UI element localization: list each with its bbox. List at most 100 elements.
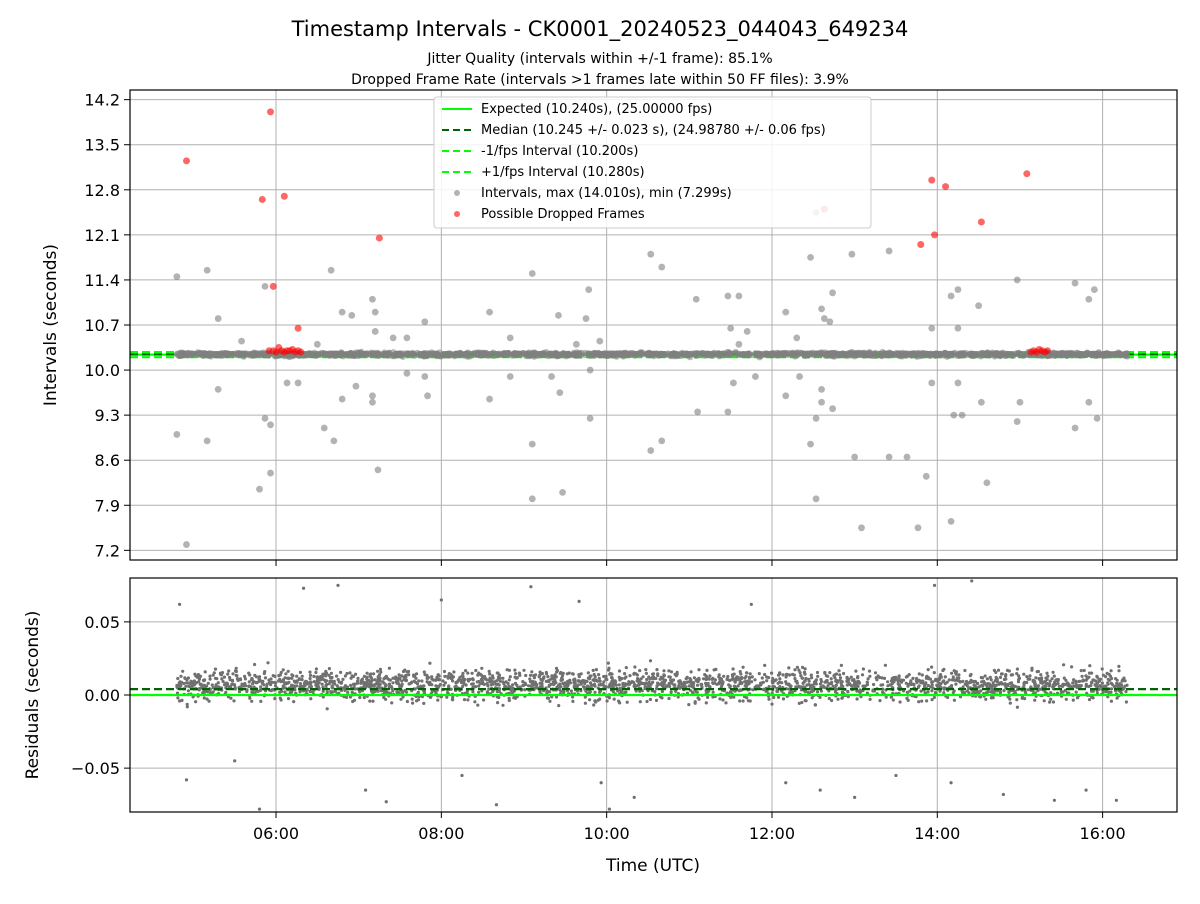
residual-point: [1123, 679, 1127, 683]
residual-point: [809, 673, 813, 677]
residual-point: [250, 676, 254, 681]
residual-point: [180, 698, 184, 703]
interval-band-point: [835, 350, 842, 357]
residual-point: [1072, 678, 1076, 682]
residual-point: [289, 684, 294, 689]
interval-band-point: [610, 352, 617, 359]
residual-point: [597, 673, 601, 677]
residual-point: [815, 670, 820, 675]
residual-outlier-11: [577, 599, 581, 604]
interval-point-52: [647, 250, 655, 258]
residual-point: [559, 678, 563, 682]
residual-point: [892, 680, 896, 684]
residual-point: [767, 676, 771, 680]
residual-point: [739, 681, 743, 686]
residual-point: [904, 675, 909, 679]
residual-point: [1064, 678, 1068, 682]
residual-point: [475, 680, 479, 684]
residual-point: [856, 675, 860, 679]
residual-point: [362, 682, 366, 686]
residual-point: [191, 695, 195, 699]
residual-point: [1115, 696, 1119, 700]
residual-point: [1023, 697, 1027, 701]
residual-point: [728, 684, 732, 688]
residual-point: [1110, 676, 1114, 681]
interval-point-62: [735, 340, 743, 348]
interval-point-101: [1013, 418, 1021, 425]
interval-point-107: [1090, 286, 1098, 293]
residual-point: [501, 703, 505, 707]
residual-point: [177, 681, 181, 685]
residual-point: [985, 677, 990, 681]
residual-point: [586, 671, 590, 675]
top-y-tick-label-9: 13.5: [84, 136, 120, 155]
interval-point-63: [735, 292, 743, 300]
residual-point: [925, 674, 929, 678]
residual-point: [722, 674, 726, 678]
interval-point-91: [947, 517, 955, 525]
residual-point: [290, 676, 294, 680]
residual-point: [915, 680, 919, 685]
residual-point: [327, 667, 331, 671]
residual-point: [208, 674, 212, 678]
interval-band-point: [505, 350, 512, 357]
residual-point: [443, 681, 447, 685]
residual-point: [405, 699, 409, 704]
residual-point: [846, 679, 850, 684]
residual-point: [984, 683, 988, 687]
residual-point: [182, 681, 186, 686]
residual-point: [324, 678, 328, 683]
interval-band-point: [767, 350, 775, 358]
residual-point: [1039, 673, 1043, 677]
residual-point: [814, 678, 819, 682]
residual-point: [912, 682, 916, 687]
residual-point: [911, 676, 915, 681]
residual-point: [670, 681, 674, 685]
residual-point: [263, 676, 268, 680]
residual-point: [558, 671, 562, 676]
residual-point: [292, 679, 296, 683]
interval-band-point: [1070, 350, 1077, 358]
interval-band-point: [644, 350, 651, 358]
interval-point-55: [658, 437, 666, 445]
residual-point: [604, 674, 608, 679]
residual-point: [639, 677, 643, 681]
residual-point: [312, 674, 316, 679]
residual-point: [461, 677, 465, 681]
residual-point: [442, 669, 447, 674]
residual-point: [964, 679, 969, 684]
x-tick-label-5: 16:00: [1080, 824, 1126, 843]
x-tick-label-4: 14:00: [914, 824, 960, 843]
interval-band-point: [1009, 351, 1016, 359]
dropped-frame-point-8: [942, 183, 950, 191]
residual-point: [193, 672, 197, 676]
residual-point: [401, 695, 405, 699]
residual-point: [487, 687, 491, 691]
residual-point: [669, 690, 673, 694]
residual-point: [417, 685, 421, 689]
residual-point: [1039, 681, 1043, 685]
residual-point: [412, 679, 416, 683]
residual-point: [1030, 668, 1034, 672]
residual-point: [298, 690, 302, 694]
residual-point: [430, 683, 434, 687]
residual-point: [1081, 679, 1085, 683]
residual-point: [840, 690, 845, 694]
residual-point: [507, 678, 511, 682]
residual-point: [1117, 664, 1121, 669]
residual-point: [1084, 674, 1088, 678]
residual-point: [770, 681, 775, 685]
residual-point: [207, 699, 211, 703]
residual-point: [1025, 675, 1029, 679]
residual-point: [845, 683, 849, 687]
residual-point: [382, 677, 386, 681]
residual-point: [654, 698, 659, 703]
interval-point-104: [1071, 424, 1079, 432]
interval-point-37: [506, 334, 514, 342]
residual-point: [1084, 682, 1088, 687]
residual-outlier-1: [184, 778, 189, 782]
residual-point: [379, 670, 383, 674]
residual-point: [309, 685, 313, 689]
residual-point: [327, 682, 331, 686]
residual-point: [273, 674, 277, 679]
